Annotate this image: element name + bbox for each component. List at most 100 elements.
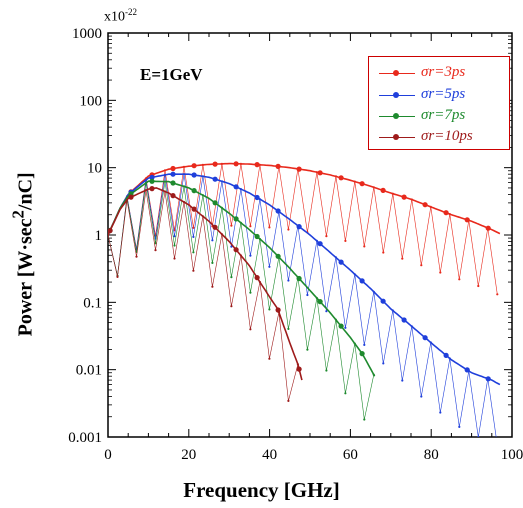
legend-item: σr=10ps <box>369 127 509 147</box>
series-envelope-marker <box>338 175 344 181</box>
y-tick-label: 0.01 <box>76 363 102 379</box>
series-point <box>249 254 252 257</box>
series-envelope-marker <box>191 206 197 212</box>
series-envelope-marker <box>170 165 176 172</box>
y-axis-multiplier: x10-22 <box>104 7 137 25</box>
series-point <box>268 226 271 229</box>
legend-label: σr=10ps <box>421 128 473 144</box>
y-tick-label: 100 <box>80 93 103 109</box>
series-point <box>306 348 309 351</box>
series-point <box>344 326 347 329</box>
series-envelope-marker <box>233 247 239 253</box>
series-envelope-marker <box>149 174 155 180</box>
series-point <box>363 245 366 248</box>
series-point <box>173 244 176 247</box>
series-point <box>401 257 404 260</box>
series-group <box>108 178 376 421</box>
series-point <box>230 305 233 308</box>
series-envelope-marker <box>296 166 302 172</box>
series-envelope-marker <box>359 181 365 187</box>
series-envelope-marker <box>401 194 407 200</box>
x-tick-label: 80 <box>424 447 439 463</box>
series-envelope-marker <box>233 161 239 167</box>
series-point <box>287 279 290 282</box>
series-envelope-marker <box>359 278 365 284</box>
legend-marker <box>393 70 399 76</box>
energy-annotation: E=1GeV <box>140 65 203 84</box>
series-point <box>287 327 290 330</box>
series-envelope-marker <box>170 171 176 177</box>
series-point <box>173 235 176 238</box>
series-point <box>211 285 214 288</box>
y-axis-title: Power [W·sec2/nC] <box>8 172 37 337</box>
series-envelope-marker <box>338 259 344 265</box>
series-envelope-line <box>108 187 303 381</box>
series-point <box>420 395 423 398</box>
legend-marker <box>393 92 399 98</box>
legend-marker <box>393 113 399 119</box>
series-point <box>382 251 385 254</box>
series-envelope-marker <box>464 217 470 223</box>
series-point <box>192 251 195 254</box>
series-point <box>477 436 480 437</box>
series-envelope-marker <box>191 188 197 194</box>
series-point <box>249 291 252 294</box>
series-point <box>268 308 271 311</box>
series-point <box>496 444 498 446</box>
series-point <box>287 228 290 231</box>
series-point <box>192 269 195 272</box>
series-point <box>173 257 176 260</box>
series-envelope-marker <box>380 298 386 304</box>
series-point <box>135 255 138 258</box>
series-point <box>382 362 385 365</box>
series-point <box>192 226 195 229</box>
series-point <box>439 411 442 414</box>
series-point <box>325 235 328 238</box>
series-point <box>420 264 423 267</box>
legend-label: σr=3ps <box>421 64 466 80</box>
legend-marker <box>393 134 399 140</box>
series-envelope-marker <box>191 172 197 178</box>
legend-item: σr=5ps <box>369 85 509 105</box>
series-point <box>249 328 252 331</box>
series-envelope-marker <box>275 253 281 259</box>
series-point <box>306 293 309 297</box>
series-envelope-marker <box>170 193 176 199</box>
series-envelope-marker <box>149 178 155 184</box>
series-oscillation-line <box>108 174 497 437</box>
legend-item: σr=7ps <box>369 106 509 126</box>
x-tick-label: 60 <box>343 447 358 463</box>
series-point <box>154 249 157 252</box>
x-tick-label: 0 <box>104 447 112 463</box>
series-point <box>287 399 290 402</box>
legend: σr=3ps σr=5ps σr=7ps σr=10ps <box>368 56 510 150</box>
series-point <box>211 261 214 264</box>
series-envelope-marker <box>212 224 218 230</box>
series-envelope-marker <box>275 208 281 214</box>
series-envelope-marker <box>296 275 302 282</box>
series-envelope-marker <box>359 351 365 357</box>
series-envelope-marker <box>275 307 281 313</box>
series-envelope-marker <box>275 163 281 169</box>
legend-item: σr=3ps <box>369 63 509 83</box>
series-oscillation-line <box>108 163 498 295</box>
series-point <box>268 265 271 268</box>
series-envelope-marker <box>212 176 218 182</box>
series-point <box>363 343 366 346</box>
series-envelope-marker <box>254 233 260 240</box>
x-axis-title: Frequency [GHz] <box>183 478 340 502</box>
series-envelope-marker <box>149 186 155 192</box>
x-tick-label: 100 <box>501 447 523 463</box>
series-envelope-marker <box>485 376 491 382</box>
series-envelope-marker <box>485 225 491 231</box>
series-point <box>477 284 480 288</box>
series-oscillation-line <box>108 181 375 420</box>
series-point <box>325 310 328 313</box>
y-tick-label: 0.1 <box>83 295 102 311</box>
y-tick-label: 0.001 <box>68 430 102 446</box>
series-point <box>458 425 461 428</box>
y-tick-label: 1 <box>95 228 103 244</box>
series-point <box>325 369 328 372</box>
series-envelope-marker <box>317 299 323 305</box>
